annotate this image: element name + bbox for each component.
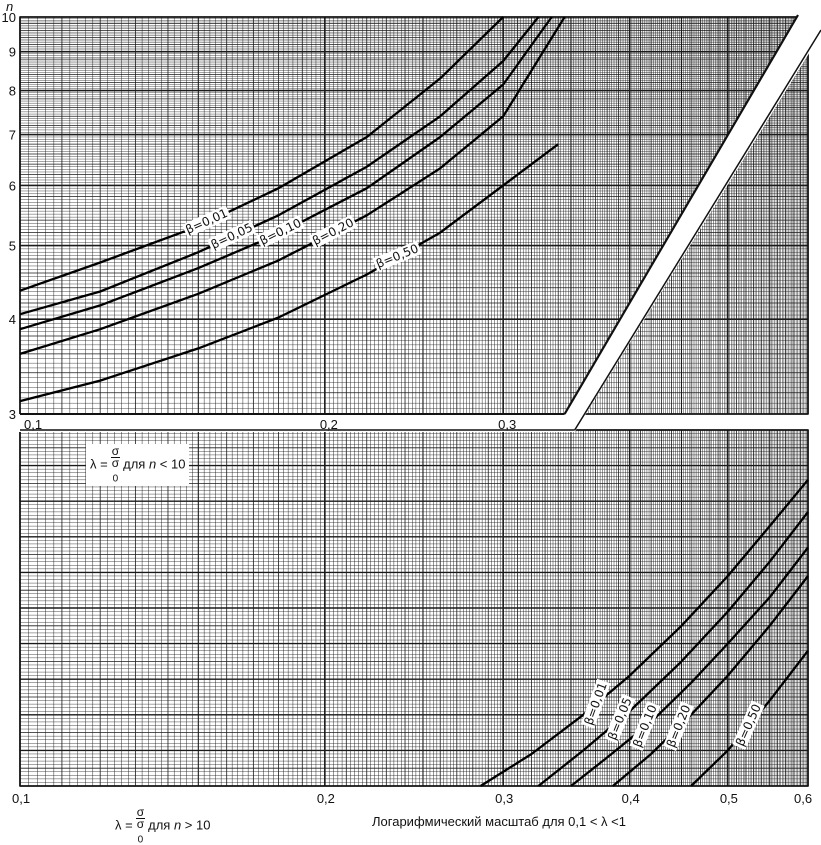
y-tick-label: 7: [9, 128, 16, 143]
divider-edge-lower-diagonal: [574, 29, 821, 431]
lower-x-tick-label: 0,4: [622, 791, 640, 806]
curve-label-bg: [580, 678, 611, 729]
lower-curves: [479, 479, 809, 787]
lower-x-tick-label: 0,3: [495, 791, 513, 806]
curve-β=0,10: [570, 546, 809, 787]
lower-x-tick-label: 0,5: [720, 791, 738, 806]
lambda-note-upper: λ = σ σ 0 для n < 10: [86, 444, 190, 487]
curve-label-bg: [255, 214, 306, 249]
lambda-note-lower: λ = σ σ 0 для n > 10: [112, 805, 214, 845]
sigma-denominator-sub: 0: [112, 473, 119, 485]
curve-label-bg: [604, 693, 636, 744]
curve-β=0,01: [19, 16, 505, 292]
curve-label: β=0,50: [733, 702, 764, 748]
lambda-symbol: λ =: [115, 817, 133, 833]
curve-β=0,01: [479, 479, 809, 787]
upper-x-tick-label: 0,2: [320, 417, 338, 432]
curve-label: β=0,20: [664, 703, 694, 749]
y-tick-label: 3: [9, 407, 16, 422]
condition-suffix: < 10: [156, 456, 186, 472]
sigma-denominator-sub: 0: [137, 834, 144, 845]
y-tick-label: 5: [9, 239, 16, 254]
y-axis-label: n: [6, 0, 13, 14]
curve-β=0,10: [19, 16, 553, 331]
y-tick-label: 10: [2, 10, 16, 25]
curve-β=0,05: [19, 16, 540, 316]
condition-var: n: [173, 817, 182, 833]
curve-label-bg: [663, 701, 695, 752]
panel-divider: [0, 13, 821, 432]
sigma-denominator-symbol: σ: [111, 456, 120, 470]
y-tick-label: 4: [9, 312, 16, 327]
sigma-numerator: σ: [110, 444, 121, 458]
curve-label-bg: [629, 701, 661, 751]
condition-prefix: для: [148, 817, 174, 833]
lower-x-tick-label: 0,2: [317, 791, 335, 806]
curve-β=0,50: [19, 143, 559, 403]
curve-label-bg: [308, 214, 358, 249]
curve-label-bg: [181, 205, 232, 238]
condition-suffix: > 10: [181, 817, 211, 833]
lambda-symbol: λ =: [90, 456, 108, 472]
divider-band: [0, 13, 821, 432]
sigma-numerator: σ: [135, 805, 146, 819]
lower-x-tick-label: 0,1: [12, 791, 30, 806]
y-tick-label: 6: [9, 178, 16, 193]
curve-label-bg: [207, 219, 257, 253]
condition-var: n: [148, 456, 157, 472]
lower-grid: [19, 429, 809, 787]
curve-label-bg: [372, 240, 423, 272]
upper-curves: [19, 16, 566, 403]
curve-label-bg: [732, 700, 765, 750]
upper-x-tick-label: 0,1: [24, 417, 42, 432]
condition-prefix: для: [123, 456, 149, 472]
sigma-denominator-symbol: σ: [136, 817, 145, 831]
y-tick-label: 9: [9, 45, 16, 60]
lower-x-tick-label: 0,6: [794, 791, 812, 806]
divider-edge-diagonal: [563, 14, 799, 415]
curve-β=0,05: [537, 511, 809, 787]
y-tick-label: 8: [9, 84, 16, 99]
log-scale-note: Логарифмический масштаб для 0,1 < λ <1: [372, 814, 626, 829]
curve-β=0,20: [612, 575, 809, 787]
upper-x-tick-label: 0,3: [498, 417, 516, 432]
